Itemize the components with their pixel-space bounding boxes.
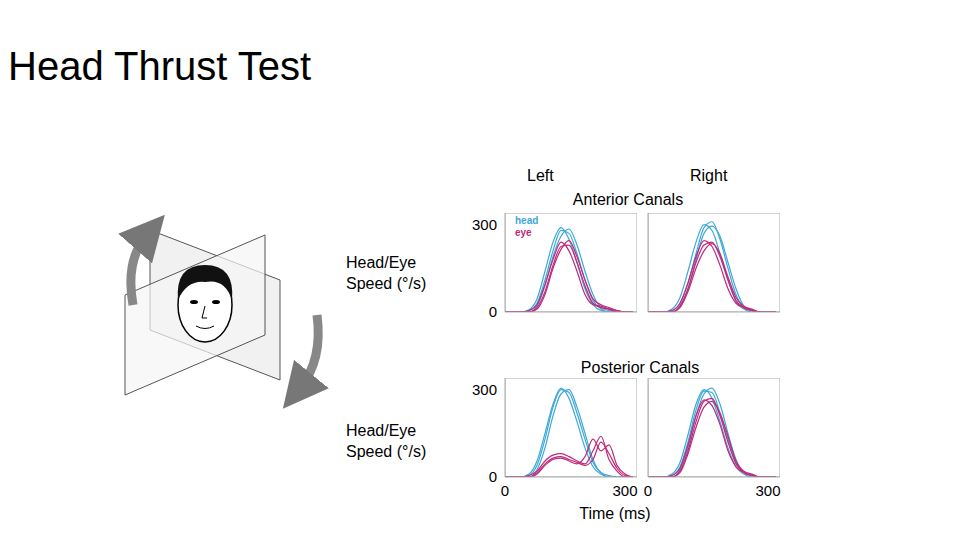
html-text:Head Thrust Test: Head Thrust Test (8, 44, 312, 88)
svg-text:300: 300 (472, 381, 497, 398)
svg-text:0: 0 (489, 468, 497, 485)
html-text:Right: Right (690, 167, 728, 184)
html-text:Left: Left (527, 167, 554, 184)
svg-text:300: 300 (755, 482, 780, 499)
html-text:Time (ms): Time (ms) (579, 505, 651, 522)
html-text:Head/Eye Speed (°/s): Head/Eye Speed (°/s) (346, 422, 427, 460)
html-text:Posterior Canals: Posterior Canals (580, 359, 700, 376)
svg-text:0: 0 (489, 303, 497, 320)
html-text:Head/Eye Speed (°/s): Head/Eye Speed (°/s) (346, 254, 427, 292)
html-text:Anterior Canals: Anterior Canals (572, 191, 684, 208)
svg-text:300: 300 (472, 216, 497, 233)
svg-text:0: 0 (501, 482, 509, 499)
svg-text:0: 0 (644, 482, 652, 499)
html-text:eye: eye (515, 227, 532, 238)
svg-text:300: 300 (612, 482, 637, 499)
html-text:head: head (515, 215, 539, 226)
